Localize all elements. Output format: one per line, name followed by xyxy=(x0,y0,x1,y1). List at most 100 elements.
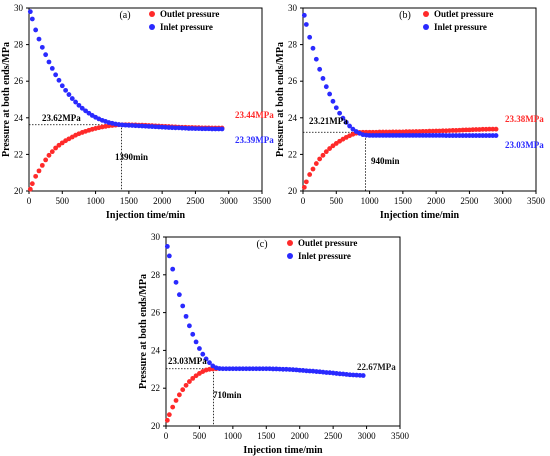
y-tick-label: 24 xyxy=(288,113,298,123)
panel-label: (a) xyxy=(119,10,130,21)
data-point xyxy=(49,149,55,155)
data-point xyxy=(187,323,192,329)
y-tick-label: 28 xyxy=(151,270,161,280)
data-point xyxy=(173,279,179,285)
data-point xyxy=(383,132,389,138)
data-point xyxy=(340,115,346,121)
data-point xyxy=(207,360,212,366)
data-point xyxy=(301,12,307,18)
data-point xyxy=(483,133,489,138)
data-point xyxy=(493,133,499,138)
data-point xyxy=(460,133,466,138)
plot-frame xyxy=(302,7,537,192)
x-tick-label: 0 xyxy=(301,196,306,206)
y-tick-label: 22 xyxy=(14,149,23,159)
data-point xyxy=(370,132,376,138)
data-point xyxy=(237,366,242,372)
data-point xyxy=(443,133,449,138)
data-point xyxy=(260,366,266,372)
ref-value-label: 23.21MPa xyxy=(309,116,348,126)
data-point xyxy=(247,366,252,372)
data-point xyxy=(33,27,39,33)
data-point xyxy=(303,179,309,185)
end-value-label: 23.39MPa xyxy=(235,135,274,145)
data-point xyxy=(166,253,172,259)
data-point xyxy=(347,123,352,129)
data-point xyxy=(164,244,170,249)
x-tick-label: 2500 xyxy=(460,196,479,206)
x-tick-label: 1000 xyxy=(361,196,380,206)
data-point xyxy=(343,119,349,125)
data-point xyxy=(447,133,452,138)
data-point xyxy=(397,132,402,138)
legend-marker xyxy=(423,11,429,17)
data-point xyxy=(180,303,186,309)
data-point xyxy=(380,132,386,138)
data-point xyxy=(320,152,326,158)
end-value-label: 23.44MPa xyxy=(235,110,274,120)
legend-marker xyxy=(423,24,429,30)
data-point xyxy=(63,87,69,93)
outlet-series xyxy=(301,126,499,190)
data-point xyxy=(373,132,379,138)
inlet-series xyxy=(164,244,366,378)
data-point xyxy=(66,92,72,97)
data-point xyxy=(209,126,215,132)
legend-label: Inlet pressure xyxy=(298,251,351,261)
data-point xyxy=(330,143,336,149)
data-point xyxy=(176,292,182,298)
ref-value-label: 23.03MPa xyxy=(168,356,207,366)
data-point xyxy=(413,129,419,134)
data-point xyxy=(280,366,286,372)
data-point xyxy=(377,129,382,135)
data-point xyxy=(203,126,208,132)
panel-label: (c) xyxy=(256,239,267,250)
data-point xyxy=(333,105,339,111)
data-point xyxy=(187,379,192,384)
data-point xyxy=(270,366,276,372)
data-point xyxy=(59,83,65,89)
data-point xyxy=(49,65,55,71)
data-point xyxy=(317,66,323,72)
y-axis-label: Pressure at both ends/MPa xyxy=(275,42,286,157)
y-tick-label: 30 xyxy=(288,3,298,13)
data-point xyxy=(400,132,406,138)
y-tick-label: 26 xyxy=(14,76,24,86)
data-point xyxy=(29,181,35,187)
data-point xyxy=(397,129,402,135)
data-point xyxy=(417,132,422,138)
data-point xyxy=(53,145,59,151)
legend-marker xyxy=(287,253,293,259)
inlet-series xyxy=(301,12,499,138)
data-point xyxy=(186,126,192,131)
data-point xyxy=(467,133,472,138)
x-tick-label: 1000 xyxy=(87,196,106,206)
data-point xyxy=(164,417,170,423)
legend-marker xyxy=(149,11,155,17)
data-point xyxy=(46,152,52,158)
data-point xyxy=(323,149,329,155)
data-point xyxy=(301,184,307,190)
data-point xyxy=(430,132,436,138)
data-point xyxy=(407,132,412,138)
plot-frame xyxy=(28,7,263,192)
data-point xyxy=(477,133,482,138)
x-tick-label: 1500 xyxy=(394,196,413,206)
y-tick-label: 28 xyxy=(14,40,24,50)
x-tick-label: 1500 xyxy=(257,431,276,441)
data-point xyxy=(216,126,222,132)
data-point xyxy=(193,339,199,345)
data-point xyxy=(320,76,326,81)
legend-marker xyxy=(287,240,293,246)
data-point xyxy=(393,132,399,138)
x-tick-label: 2000 xyxy=(291,431,310,441)
data-point xyxy=(390,129,396,135)
data-point xyxy=(450,133,456,138)
data-point xyxy=(317,156,323,162)
y-axis-label: Pressure at both ends/MPa xyxy=(138,274,149,389)
end-value-label: 23.03MPa xyxy=(505,140,544,150)
data-point xyxy=(173,398,179,403)
y-tick-label: 20 xyxy=(151,421,161,431)
y-tick-label: 30 xyxy=(151,232,161,242)
ref-value-label: 23.62MPa xyxy=(42,113,81,123)
